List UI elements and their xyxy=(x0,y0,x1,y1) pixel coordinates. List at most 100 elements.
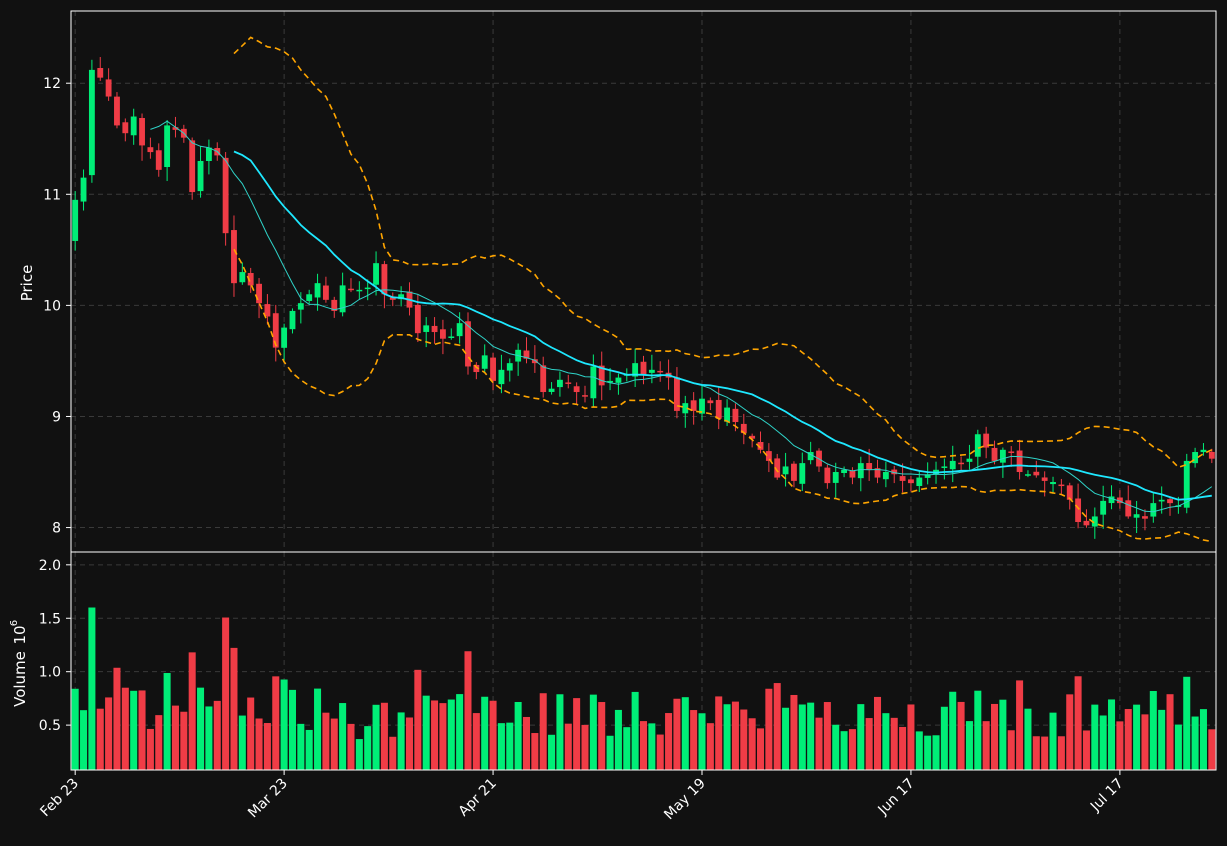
candle-body xyxy=(314,283,321,298)
candle-body xyxy=(724,407,731,422)
candle-body xyxy=(582,395,588,397)
candle-body xyxy=(147,147,154,153)
candle-body xyxy=(949,460,956,470)
candle-body xyxy=(88,69,95,176)
candle-body xyxy=(540,365,547,393)
candle-body xyxy=(297,303,304,310)
volume-axis: 0.5 1.0 1.5 2.0 xyxy=(39,558,71,734)
candle-body xyxy=(389,297,396,300)
volume-bar xyxy=(589,694,597,770)
long-moving-average-line xyxy=(233,150,1212,501)
volume-bar xyxy=(514,701,522,770)
candle-body xyxy=(791,463,797,481)
volume-bar xyxy=(573,698,581,770)
candle-body xyxy=(891,469,898,475)
volume-bar xyxy=(1099,715,1107,770)
volume-bar xyxy=(372,704,380,770)
candle-body xyxy=(740,423,747,434)
candle-body xyxy=(849,470,856,478)
volume-bar xyxy=(280,679,288,770)
candle-body xyxy=(364,287,371,290)
price-axis-label: Price xyxy=(18,265,36,302)
candle-body xyxy=(456,323,463,337)
price-grid xyxy=(71,11,1216,552)
volume-bar xyxy=(80,710,88,770)
volume-bar xyxy=(949,691,957,770)
volume-bar xyxy=(1024,708,1032,770)
candle-body xyxy=(1192,452,1199,464)
volume-bar xyxy=(205,706,213,770)
candle-body xyxy=(824,467,831,484)
candle-body xyxy=(114,96,120,126)
candle-body xyxy=(139,117,145,146)
volume-bar xyxy=(506,722,514,770)
candle-body xyxy=(281,327,288,348)
volume-bar xyxy=(673,698,681,770)
candle-body xyxy=(799,463,806,484)
volume-bar xyxy=(798,704,806,770)
volume-bar xyxy=(347,723,355,770)
volume-bar xyxy=(1091,704,1099,770)
volume-bar xyxy=(1074,676,1082,770)
volume-bar xyxy=(740,709,748,770)
volume-tick-label: 0.5 xyxy=(39,718,61,734)
candle-body xyxy=(1033,471,1040,476)
volume-bar xyxy=(648,723,656,770)
candle-body xyxy=(439,329,446,339)
volume-bar xyxy=(113,667,121,770)
volume-bar xyxy=(932,735,940,770)
volume-bar xyxy=(832,724,840,770)
volume-bar xyxy=(272,676,280,770)
volume-bar xyxy=(255,718,263,770)
candle-body xyxy=(590,366,597,399)
candle-body xyxy=(130,116,137,136)
candle-body xyxy=(1158,499,1165,502)
candle-body xyxy=(832,472,839,483)
candle-body xyxy=(882,472,889,480)
volume-bar xyxy=(940,706,948,770)
volume-bar xyxy=(1066,694,1074,770)
volume-bar xyxy=(815,717,823,770)
candle-body xyxy=(1083,520,1090,526)
volume-bar xyxy=(130,690,138,770)
candle-body xyxy=(807,452,814,461)
volume-bar xyxy=(322,712,330,770)
candle-body xyxy=(1167,499,1173,504)
candle-body xyxy=(1058,484,1065,487)
volume-bar xyxy=(773,683,781,770)
candle-body xyxy=(164,125,171,168)
price-axis: 8 9 10 11 12 xyxy=(43,76,71,537)
volume-panel-frame xyxy=(70,551,1217,771)
volume-bar xyxy=(1208,729,1216,770)
volume-bar xyxy=(681,697,689,770)
volume-bar xyxy=(431,700,439,770)
volume-tick-label: 1.5 xyxy=(39,611,61,627)
volume-bar xyxy=(1116,721,1124,770)
volume-bar xyxy=(731,701,739,770)
candle-body xyxy=(983,433,990,448)
volume-bar xyxy=(288,689,296,770)
candle-body xyxy=(841,469,848,473)
volume-bar xyxy=(857,704,865,770)
volume-bar xyxy=(1199,709,1207,770)
volume-bar xyxy=(790,694,798,770)
candle-body xyxy=(247,273,254,286)
volume-bar xyxy=(807,702,815,770)
candle-body xyxy=(857,463,864,479)
volume-bar xyxy=(965,721,973,770)
volume-bar xyxy=(765,688,773,770)
candle-body xyxy=(916,477,923,487)
candle-body xyxy=(348,288,354,291)
candle-body xyxy=(381,264,388,295)
candle-body xyxy=(699,398,705,414)
candle-body xyxy=(97,68,104,78)
candle-body xyxy=(548,388,555,392)
volume-bar xyxy=(1149,690,1157,770)
volume-bar xyxy=(924,735,932,770)
volume-bar xyxy=(890,717,898,770)
volume-bar xyxy=(497,723,505,770)
candle-body xyxy=(264,304,271,317)
candle-body xyxy=(80,177,87,202)
volume-bar xyxy=(974,690,982,770)
candle-body xyxy=(707,400,714,404)
